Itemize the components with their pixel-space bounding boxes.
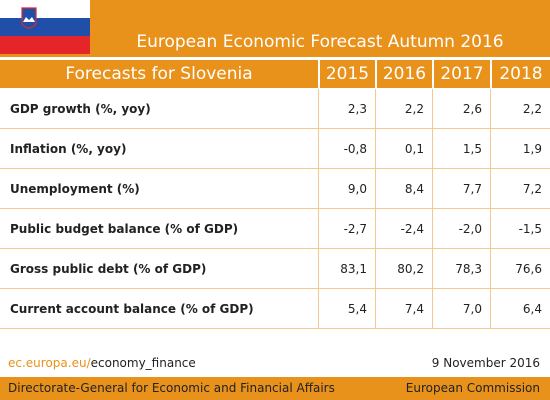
cell-value: 78,3 [432, 249, 490, 289]
header-bar: European Economic Forecast Autumn 2016 [0, 0, 550, 57]
cell-value: 2,2 [490, 89, 550, 129]
cell-value: 7,0 [432, 289, 490, 329]
row-label: Unemployment (%) [10, 182, 140, 196]
link-path[interactable]: economy_finance [90, 356, 196, 370]
cell-value: 8,4 [375, 169, 432, 209]
row-label: Public budget balance (% of GDP) [10, 222, 239, 236]
cell-value: 2,3 [318, 89, 375, 129]
cell-value: 83,1 [318, 249, 375, 289]
title: European Economic Forecast Autumn 2016 [136, 32, 504, 52]
column-header: 2015 [318, 60, 375, 88]
cell-value: 0,1 [375, 129, 432, 169]
table-row: Current account balance (% of GDP) 5,4 7,4… [0, 289, 550, 329]
cell-value: 5,4 [318, 289, 375, 329]
cell-value: 76,6 [490, 249, 550, 289]
column-header: 2018 [490, 60, 550, 88]
table-row: Inflation (%, yoy) -0,8 0,1 1,5 1,9 [0, 129, 550, 169]
row-label: Current account balance (% of GDP) [10, 302, 254, 316]
cell-value: 7,2 [490, 169, 550, 209]
table-row: Unemployment (%) 9,0 8,4 7,7 7,2 [0, 169, 550, 209]
cell-value: -2,4 [375, 209, 432, 249]
table-row: Public budget balance (% of GDP) -2,7 -2,4… [0, 209, 550, 249]
cell-value: -2,0 [432, 209, 490, 249]
row-label: GDP growth (%, yoy) [10, 102, 151, 116]
footer-left: Directorate-General for Economic and Fin… [8, 381, 335, 395]
cell-value: 80,2 [375, 249, 432, 289]
column-header: 2017 [432, 60, 490, 88]
date: 9 November 2016 [431, 356, 540, 370]
column-header: Forecasts for Slovenia [65, 64, 253, 84]
cell-value: 1,9 [490, 129, 550, 169]
cell-value: 9,0 [318, 169, 375, 209]
cell-value: 2,2 [375, 89, 432, 129]
cell-value: -1,5 [490, 209, 550, 249]
row-label: Inflation (%, yoy) [10, 142, 127, 156]
table-row: Gross public debt (% of GDP) 83,1 80,2 78,3… [0, 249, 550, 289]
link-domain[interactable]: ec.europa.eu/ [8, 356, 91, 370]
table-header: Forecasts for Slovenia 2015 2016 2017 2018 [0, 60, 550, 88]
cell-value: -2,7 [318, 209, 375, 249]
cell-value: 7,7 [432, 169, 490, 209]
link[interactable]: ec.europa.eu/economy_finance [8, 356, 196, 370]
cell-value: 7,4 [375, 289, 432, 329]
cell-value: -0,8 [318, 129, 375, 169]
footer-right: European Commission [405, 381, 540, 395]
column-header: 2016 [375, 60, 432, 88]
flag [0, 0, 90, 54]
footer-bar: Directorate-General for Economic and Fin… [0, 377, 550, 400]
row-label: Gross public debt (% of GDP) [10, 262, 207, 276]
cell-value: 2,6 [432, 89, 490, 129]
cell-value: 6,4 [490, 289, 550, 329]
table-row: GDP growth (%, yoy) 2,3 2,2 2,6 2,2 [0, 89, 550, 129]
cell-value: 1,5 [432, 129, 490, 169]
